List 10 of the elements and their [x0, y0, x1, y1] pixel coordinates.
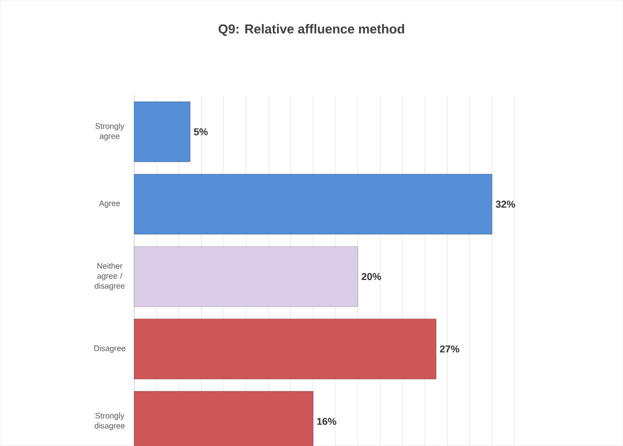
data-label: 27% [440, 345, 460, 352]
data-label: 5% [194, 128, 208, 136]
data-label: 16% [317, 418, 336, 425]
bar [134, 318, 436, 380]
data-label: 20% [362, 273, 381, 280]
bar [134, 246, 358, 307]
chart-title: Q9: Relative affluence method [218, 24, 404, 36]
data-label: 32% [496, 200, 516, 208]
bar [134, 174, 492, 234]
bar [134, 102, 190, 162]
